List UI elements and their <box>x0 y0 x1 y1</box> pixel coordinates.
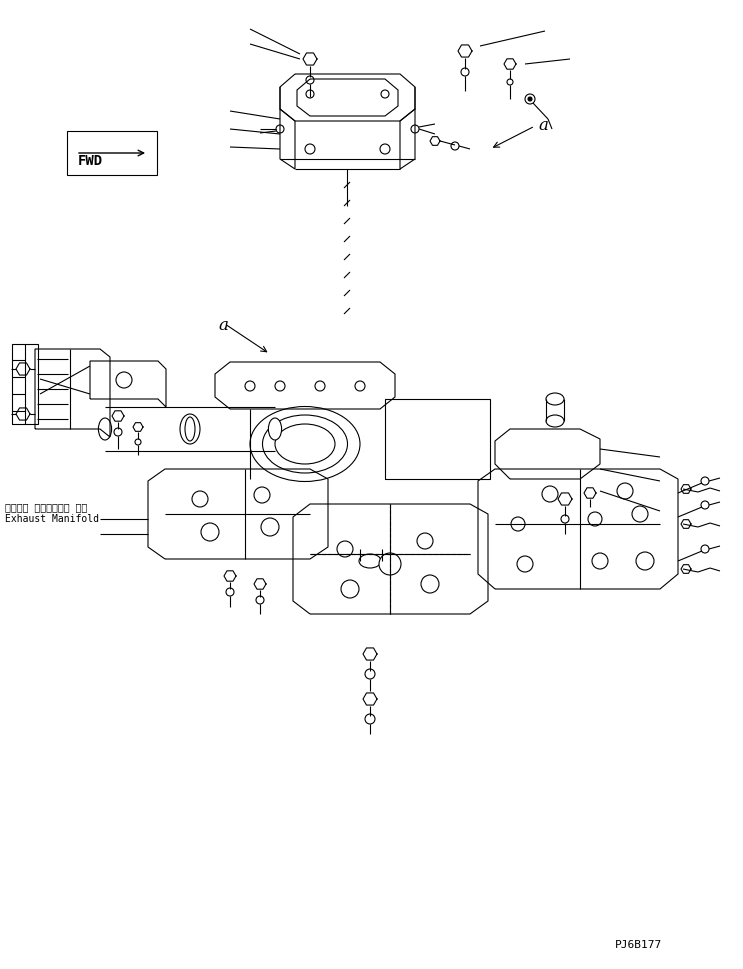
Circle shape <box>561 516 569 523</box>
Ellipse shape <box>180 415 200 445</box>
Circle shape <box>116 373 132 389</box>
Circle shape <box>417 534 433 549</box>
Polygon shape <box>16 363 30 376</box>
Text: Exhaust Manifold: Exhaust Manifold <box>5 514 99 523</box>
Circle shape <box>201 523 219 542</box>
Circle shape <box>261 518 279 537</box>
Polygon shape <box>363 693 377 705</box>
Ellipse shape <box>275 424 335 464</box>
Text: FWD: FWD <box>78 154 103 168</box>
Circle shape <box>588 513 602 526</box>
Polygon shape <box>681 565 691 574</box>
Circle shape <box>701 502 709 510</box>
Text: PJ6B177: PJ6B177 <box>615 939 662 949</box>
Circle shape <box>617 484 633 499</box>
Circle shape <box>315 382 325 391</box>
Circle shape <box>256 596 264 605</box>
Circle shape <box>192 491 208 508</box>
Circle shape <box>632 507 648 522</box>
Circle shape <box>226 588 234 596</box>
Circle shape <box>511 517 525 531</box>
Polygon shape <box>681 520 691 529</box>
Circle shape <box>411 126 419 134</box>
Polygon shape <box>16 409 30 421</box>
Polygon shape <box>681 485 691 494</box>
Circle shape <box>421 576 439 593</box>
Ellipse shape <box>359 554 381 569</box>
Polygon shape <box>363 648 377 661</box>
Text: a: a <box>538 117 548 134</box>
Circle shape <box>245 382 255 391</box>
Circle shape <box>365 714 375 724</box>
Circle shape <box>305 144 315 155</box>
Circle shape <box>451 142 459 151</box>
Circle shape <box>306 77 314 85</box>
Ellipse shape <box>546 416 564 427</box>
Circle shape <box>275 382 285 391</box>
Polygon shape <box>133 423 143 432</box>
Circle shape <box>542 486 558 503</box>
Circle shape <box>341 580 359 599</box>
Polygon shape <box>584 488 596 499</box>
Text: a: a <box>218 317 228 333</box>
Circle shape <box>507 79 513 86</box>
Circle shape <box>337 542 353 557</box>
Polygon shape <box>558 493 572 506</box>
Circle shape <box>379 553 401 576</box>
FancyBboxPatch shape <box>67 132 157 175</box>
Polygon shape <box>303 54 317 66</box>
Circle shape <box>114 428 122 437</box>
Polygon shape <box>504 60 516 70</box>
Circle shape <box>461 69 469 77</box>
Ellipse shape <box>250 407 360 482</box>
Circle shape <box>636 552 654 571</box>
Circle shape <box>701 478 709 485</box>
Circle shape <box>592 553 608 570</box>
Circle shape <box>380 144 390 155</box>
Ellipse shape <box>185 418 195 442</box>
Polygon shape <box>458 46 472 58</box>
Circle shape <box>525 95 535 105</box>
Polygon shape <box>430 138 440 146</box>
Circle shape <box>306 91 314 99</box>
Circle shape <box>701 546 709 553</box>
Polygon shape <box>112 412 124 422</box>
Ellipse shape <box>262 416 348 474</box>
Ellipse shape <box>546 393 564 406</box>
Circle shape <box>254 487 270 504</box>
Circle shape <box>355 382 365 391</box>
Circle shape <box>365 670 375 679</box>
Circle shape <box>276 126 284 134</box>
Circle shape <box>528 98 532 102</box>
Circle shape <box>517 556 533 573</box>
Ellipse shape <box>268 419 282 441</box>
Polygon shape <box>254 579 266 589</box>
Circle shape <box>135 440 141 446</box>
Text: エキゾー ストマニホー ルド: エキゾー ストマニホー ルド <box>5 502 87 512</box>
Polygon shape <box>224 571 236 581</box>
Circle shape <box>381 91 389 99</box>
Ellipse shape <box>98 419 111 441</box>
